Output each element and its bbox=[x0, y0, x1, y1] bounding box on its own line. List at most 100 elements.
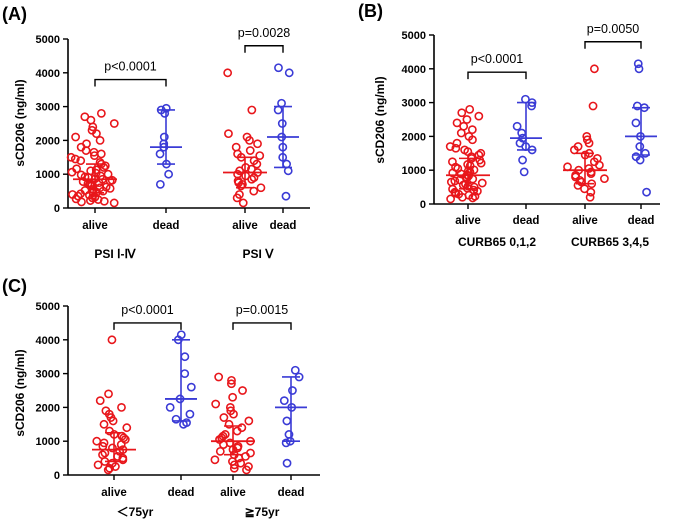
panel-a-point-alive bbox=[95, 183, 105, 193]
panel-b-point-alive bbox=[446, 194, 456, 204]
panel-b-group-label: dead bbox=[628, 215, 655, 227]
panel-c-point-dead bbox=[288, 386, 297, 395]
panel-a-y-tick-label: 0 bbox=[54, 203, 60, 215]
panel-c-y-tick-label: 3000 bbox=[36, 369, 60, 381]
panel-b-group-label: alive bbox=[455, 215, 481, 227]
panel-b-point-alive bbox=[457, 108, 467, 118]
panel-a-point-alive bbox=[256, 183, 266, 193]
panel-a-point-alive bbox=[71, 132, 80, 142]
panel-b-point-alive bbox=[459, 121, 469, 131]
panel-b-point-alive bbox=[451, 143, 461, 153]
panel-b-point-dead bbox=[518, 155, 527, 165]
panel-a-point-dead bbox=[281, 191, 291, 201]
panel-a-point-alive bbox=[231, 142, 241, 152]
panel-a-point-alive bbox=[255, 151, 265, 161]
panel-b-point-dead bbox=[631, 152, 641, 162]
panel-c: (C) sCD206 (ng/ml) ＜75yr ≧75yr 0 1000 2000… bbox=[2, 276, 320, 519]
panel-c-point-alive bbox=[122, 423, 132, 433]
panel-b-comparison-bracket bbox=[584, 41, 642, 49]
panel-c-point-dead bbox=[165, 402, 175, 412]
panel-c-point-dead bbox=[182, 418, 191, 428]
panel-b-point-alive bbox=[592, 153, 602, 163]
panel-a-point-alive bbox=[235, 190, 244, 199]
panel-b-point-dead bbox=[640, 148, 650, 158]
panel-a-point-alive bbox=[91, 165, 101, 175]
panel-c-point-alive bbox=[226, 406, 236, 416]
panel-c-point-alive bbox=[237, 423, 247, 433]
panel-c-point-dead bbox=[171, 414, 181, 424]
panel-b-point-alive bbox=[600, 174, 609, 184]
panel-c-point-dead bbox=[279, 396, 289, 406]
panel-c-point-dead bbox=[282, 416, 292, 426]
panel-b-ylabel: sCD206 (ng/ml) bbox=[373, 76, 387, 163]
panel-c-point-alive bbox=[233, 441, 243, 451]
panel-a: (A) sCD206 (ng/ml) PSI Ⅰ-Ⅳ PSI Ⅴ 0 1000 20… bbox=[2, 4, 310, 261]
panel-a-y-tick-label: 3000 bbox=[36, 102, 60, 114]
panel-c-point-alive bbox=[103, 465, 113, 475]
panel-c-point-alive bbox=[218, 431, 228, 441]
panel-a-point-alive bbox=[253, 139, 262, 149]
panel-b-point-alive bbox=[445, 142, 455, 151]
panel-a-point-dead bbox=[274, 63, 283, 73]
panel-a-point-dead bbox=[164, 169, 174, 179]
panel-c-point-dead bbox=[284, 430, 294, 439]
panel-a-point-alive bbox=[109, 198, 119, 208]
panel-c-point-alive bbox=[117, 402, 126, 412]
panel-a-point-alive bbox=[80, 112, 90, 122]
panel-b-point-alive bbox=[470, 191, 480, 201]
panel-b-group-label: dead bbox=[513, 215, 540, 227]
panel-a-point-dead bbox=[155, 149, 165, 159]
panel-a-category-2: PSI Ⅴ bbox=[243, 247, 275, 261]
panel-a-ylabel: sCD206 (ng/ml) bbox=[13, 79, 27, 166]
panel-b-point-dead bbox=[517, 128, 527, 138]
panel-b-y-tick-label: 2000 bbox=[402, 131, 426, 143]
panel-b-point-dead bbox=[521, 94, 530, 104]
panel-a-point-alive bbox=[247, 105, 257, 115]
panel-b-point-alive bbox=[467, 125, 477, 135]
panel-b-point-alive bbox=[589, 64, 599, 74]
panel-a-point-alive bbox=[107, 175, 117, 185]
panel-b-p-value: p<0.0001 bbox=[471, 52, 524, 66]
panel-c-point-alive bbox=[95, 396, 105, 406]
panel-b-point-alive bbox=[582, 135, 592, 145]
panel-c-point-dead bbox=[281, 438, 291, 448]
panel-a-point-alive bbox=[103, 169, 113, 179]
panel-a-category-1: PSI Ⅰ-Ⅳ bbox=[94, 247, 136, 261]
panel-c-point-alive bbox=[227, 379, 236, 389]
panel-b-y-tick-label: 1000 bbox=[402, 165, 426, 177]
panel-c-point-alive bbox=[236, 458, 246, 468]
panel-b-p-value: p=0.0050 bbox=[587, 22, 640, 36]
panel-b-point-dead bbox=[632, 101, 642, 111]
panel-c-point-alive bbox=[107, 335, 117, 345]
panel-a-p-value: p=0.0028 bbox=[238, 26, 291, 40]
panel-a-group-label: alive bbox=[82, 220, 108, 232]
panel-b-label: (B) bbox=[358, 1, 383, 21]
panel-a-y-tick-label: 4000 bbox=[36, 68, 60, 80]
panel-b-point-alive bbox=[585, 192, 595, 202]
panel-c-point-alive bbox=[238, 386, 247, 395]
panel-c-group-label: alive bbox=[101, 487, 127, 499]
panel-a-point-alive bbox=[109, 119, 119, 128]
panel-a-point-dead bbox=[282, 159, 292, 169]
panel-b-point-dead bbox=[634, 64, 644, 74]
panel-c-y-tick-label: 1000 bbox=[36, 436, 60, 448]
panel-b-y-tick-label: 4000 bbox=[402, 64, 426, 76]
panel-b-y-tick-label: 3000 bbox=[402, 98, 426, 110]
panel-b-point-alive bbox=[452, 118, 462, 128]
panel-a-comparison-bracket bbox=[94, 78, 167, 87]
panel-c-comparison-bracket bbox=[113, 322, 182, 330]
panel-b-point-alive bbox=[450, 176, 460, 186]
panel-a-point-alive bbox=[82, 139, 91, 149]
panel-c-y-tick-label: 5000 bbox=[36, 301, 60, 313]
panel-b-point-dead bbox=[642, 187, 651, 197]
panel-a-point-alive bbox=[68, 190, 77, 199]
panel-c-point-alive bbox=[246, 448, 255, 458]
panel-b-point-alive bbox=[464, 131, 474, 141]
panel-a-point-alive bbox=[249, 156, 259, 166]
panel-b-point-alive bbox=[465, 104, 475, 114]
panel-a-group-label: alive bbox=[232, 220, 258, 232]
panel-c-point-alive bbox=[93, 460, 103, 470]
panel-a-point-alive bbox=[73, 191, 83, 201]
panel-a-point-alive bbox=[96, 149, 106, 159]
